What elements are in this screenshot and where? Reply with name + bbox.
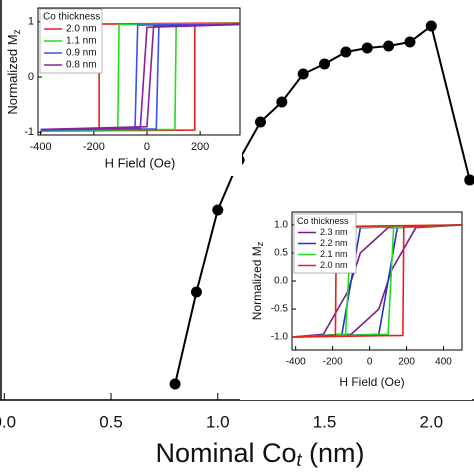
x-label-main: Nominal Co — [155, 438, 296, 468]
legend-label: 2.1 nm — [320, 249, 348, 259]
y-tick-label: 0.5 — [274, 248, 288, 259]
x-tick-label: -400 — [30, 141, 52, 153]
x-tick-label: 200 — [398, 357, 415, 368]
x-tick-label: -200 — [83, 141, 105, 153]
data-point — [297, 68, 309, 80]
x-tick-label: 1.0 — [206, 412, 230, 431]
y-label-main: Normalized M — [5, 34, 20, 114]
y-tick-label: 0.0 — [274, 276, 288, 287]
x-tick-label: 0.0 — [0, 412, 16, 431]
data-point — [361, 42, 373, 54]
y-tick-label: -1.0 — [271, 332, 289, 343]
y-tick-label: 1 — [28, 16, 34, 28]
y-label-main: Normalized M — [250, 246, 264, 320]
legend-label: 1.1 nm — [66, 36, 97, 47]
y-tick-label: -0.5 — [271, 304, 289, 315]
y-axis-label: Normalized Mz — [5, 29, 22, 114]
data-point — [169, 378, 181, 390]
x-tick-label: -200 — [323, 357, 343, 368]
data-point — [276, 96, 288, 108]
x-axis-label: H Field (Oe) — [105, 155, 176, 170]
data-point — [254, 116, 266, 128]
data-point — [190, 286, 202, 298]
y-tick-label: -1 — [24, 126, 34, 138]
x-tick-label: 0 — [144, 141, 150, 153]
y-tick-label: 0 — [28, 71, 34, 83]
data-line — [291, 224, 463, 338]
y-tick-label: 1.0 — [274, 220, 288, 231]
data-point — [383, 40, 395, 52]
legend-label: 2.2 nm — [320, 238, 348, 248]
data-point — [340, 46, 352, 58]
x-tick-label: 0 — [367, 357, 373, 368]
data-point — [464, 174, 474, 186]
x-tick-label: 0.5 — [99, 412, 123, 431]
y-axis-label: Normalized Mz — [250, 241, 265, 320]
legend-label: 0.9 nm — [66, 48, 97, 59]
x-axis-label: Nominal Cot (nm) — [155, 438, 364, 470]
x-axis-label: H Field (Oe) — [339, 375, 404, 389]
x-label-unit: (nm) — [302, 438, 365, 468]
data-point — [425, 20, 437, 32]
y-label-sub: z — [12, 29, 23, 34]
x-tick-label: 200 — [191, 141, 209, 153]
y-label-sub: z — [255, 241, 265, 246]
inset-chart: -400 -200 0 200 -1 0 1 H Field (Oe) Normalized M… — [4, 4, 242, 176]
legend-label: 0.8 nm — [66, 60, 97, 71]
legend-label: 2.0 nm — [66, 24, 97, 35]
data-point — [404, 36, 416, 48]
legend-title: Co thickness — [43, 12, 100, 23]
x-label-sub: t — [297, 450, 303, 470]
inset-chart: -400 -200 0 200 400 -1.0 -0.5 0.0 0.5 1.0 H Field … — [240, 200, 472, 400]
x-tick-label: 2.0 — [419, 412, 443, 431]
plot-frame — [37, 7, 241, 136]
x-tick-label: -400 — [286, 357, 306, 368]
x-tick-label: 1.5 — [313, 412, 337, 431]
legend-title: Co thickness — [297, 216, 349, 226]
legend-label: 2.0 nm — [320, 260, 348, 270]
x-tick-label: 400 — [435, 357, 452, 368]
legend-label: 2.3 nm — [320, 227, 348, 237]
data-line — [40, 23, 241, 131]
data-point — [319, 58, 331, 70]
data-point — [212, 204, 224, 216]
